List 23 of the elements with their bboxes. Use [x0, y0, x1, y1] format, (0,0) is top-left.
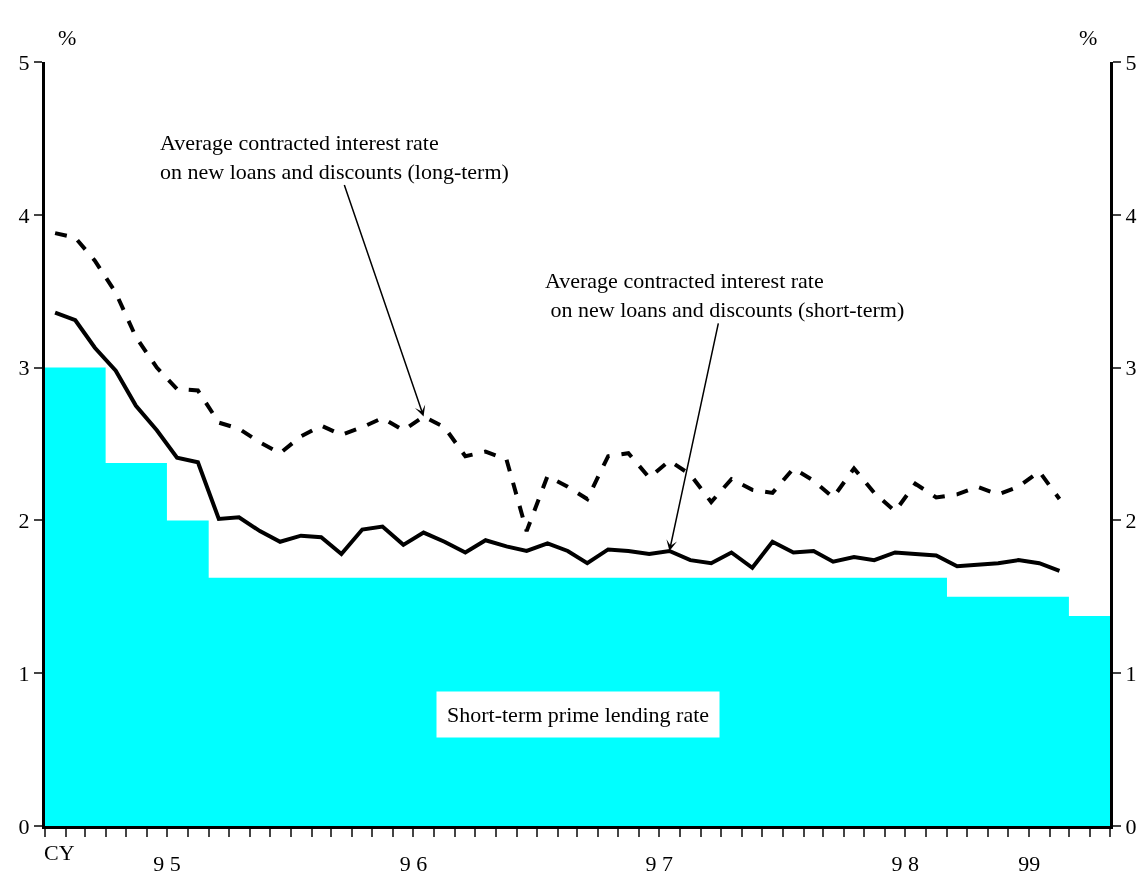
y-tick-label: 3 [18, 355, 30, 381]
y-tick-label: 2 [18, 508, 30, 534]
annotation: Average contracted interest rate on new loans and discounts (long-term) [160, 130, 509, 184]
y-tick-label: 4 [18, 202, 30, 228]
y-tick-label: 5 [18, 49, 30, 75]
y2-tick-label: 0 [1125, 813, 1137, 839]
x-axis-title: CY [44, 840, 75, 865]
annotation: Average contracted interest rate on new loans and discounts (short-term) [545, 268, 905, 322]
x-tick-label: 9 6 [399, 851, 428, 877]
y-tick-label: 0 [18, 813, 30, 839]
y2-tick-label: 3 [1125, 355, 1137, 381]
y2-tick-label: 1 [1125, 660, 1137, 686]
x-tick-label: 9 7 [645, 851, 674, 877]
y-axis-title: % [58, 25, 77, 50]
x-tick-label: 99 [1018, 851, 1041, 877]
y2-tick-label: 5 [1125, 49, 1137, 75]
y2-tick-label: 4 [1125, 202, 1137, 228]
y-tick-label: 1 [18, 660, 30, 686]
y2-tick-label: 2 [1125, 508, 1137, 534]
y2-axis-title: % [1079, 25, 1098, 50]
x-tick-label: 9 5 [153, 851, 181, 877]
annotation: Short-term prime lending rate [447, 702, 710, 727]
x-tick-label: 9 8 [891, 851, 919, 877]
